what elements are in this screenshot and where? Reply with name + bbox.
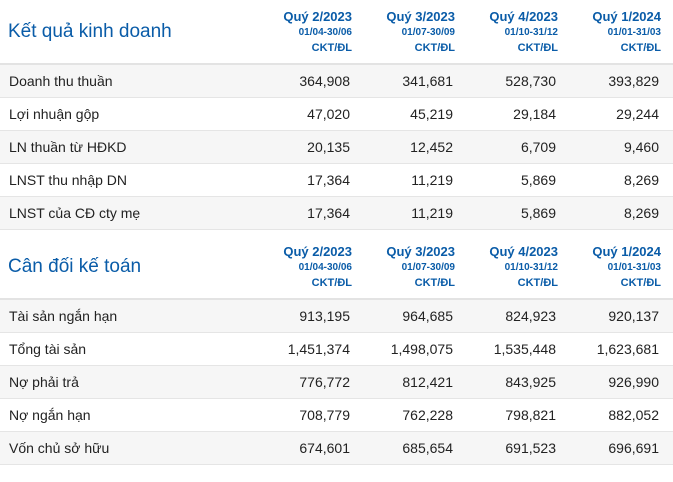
section-title: Cân đối kế toán — [8, 255, 142, 277]
row-value: 12,452 — [410, 139, 453, 155]
section-title: Kết quả kinh doanh — [8, 20, 172, 42]
row-value: 47,020 — [307, 106, 350, 122]
row-value: 691,523 — [505, 440, 556, 456]
row-value: 6,709 — [520, 139, 556, 155]
date-range: 01/07-30/09 — [401, 261, 455, 273]
row-value: 762,228 — [402, 407, 453, 423]
table-row: LN thuần từ HĐKD 20,135 12,452 6,709 9,4… — [0, 131, 673, 164]
row-value: 341,681 — [402, 73, 453, 89]
row-value: 685,654 — [402, 440, 453, 456]
row-value: 1,535,448 — [493, 341, 556, 357]
column-header-q3-2023: Quý 3/2023 01/07-30/09 CKT/ĐL — [356, 235, 459, 298]
date-range: 01/04-30/06 — [298, 26, 352, 38]
row-value: 1,498,075 — [390, 341, 453, 357]
audit-status: CKT/ĐL — [311, 276, 352, 289]
quarter-label[interactable]: Quý 2/2023 — [283, 8, 352, 24]
row-label: Vốn chủ sở hữu — [9, 440, 110, 456]
row-value: 1,451,374 — [287, 341, 350, 357]
row-value: 674,601 — [299, 440, 350, 456]
row-value: 9,460 — [623, 139, 659, 155]
column-header-q4-2023: Quý 4/2023 01/10-31/12 CKT/ĐL — [459, 0, 562, 63]
row-value: 45,219 — [410, 106, 453, 122]
audit-status: CKT/ĐL — [414, 41, 455, 54]
column-header-q1-2024: Quý 1/2024 01/01-31/03 CKT/ĐL — [562, 0, 665, 63]
table-row: Vốn chủ sở hữu 674,601 685,654 691,523 6… — [0, 432, 673, 465]
date-range: 01/04-30/06 — [298, 261, 352, 273]
audit-status: CKT/ĐL — [311, 41, 352, 54]
column-header-q2-2023: Quý 2/2023 01/04-30/06 CKT/ĐL — [253, 0, 356, 63]
audit-status: CKT/ĐL — [414, 276, 455, 289]
table-row: Tổng tài sản 1,451,374 1,498,075 1,535,4… — [0, 333, 673, 366]
row-value: 364,908 — [299, 73, 350, 89]
row-value: 812,421 — [402, 374, 453, 390]
row-value: 926,990 — [608, 374, 659, 390]
column-header-q2-2023: Quý 2/2023 01/04-30/06 CKT/ĐL — [253, 235, 356, 298]
row-value: 696,691 — [608, 440, 659, 456]
business-results-section: Kết quả kinh doanh Quý 2/2023 01/04-30/0… — [0, 0, 673, 230]
table-row: LNST của CĐ cty mẹ 17,364 11,219 5,869 8… — [0, 197, 673, 230]
balance-sheet-section: Cân đối kế toán Quý 2/2023 01/04-30/06 C… — [0, 235, 673, 465]
audit-status: CKT/ĐL — [517, 276, 558, 289]
row-value: 528,730 — [505, 73, 556, 89]
quarter-label[interactable]: Quý 3/2023 — [386, 243, 455, 259]
audit-status: CKT/ĐL — [620, 276, 661, 289]
row-label: Nợ phải trả — [9, 374, 79, 390]
date-range: 01/10-31/12 — [504, 26, 558, 38]
row-label: LNST thu nhập DN — [9, 172, 128, 188]
row-value: 5,869 — [520, 205, 556, 221]
row-value: 776,772 — [299, 374, 350, 390]
row-label: Doanh thu thuần — [9, 73, 113, 89]
quarter-label[interactable]: Quý 1/2024 — [592, 243, 661, 259]
quarter-label[interactable]: Quý 2/2023 — [283, 243, 352, 259]
table-row: Lợi nhuận gộp 47,020 45,219 29,184 29,24… — [0, 98, 673, 131]
audit-status: CKT/ĐL — [620, 41, 661, 54]
row-value: 8,269 — [623, 205, 659, 221]
row-value: 798,821 — [505, 407, 556, 423]
balance-sheet-header: Cân đối kế toán Quý 2/2023 01/04-30/06 C… — [0, 235, 673, 300]
date-range: 01/01-31/03 — [607, 261, 661, 273]
row-value: 17,364 — [307, 172, 350, 188]
row-value: 17,364 — [307, 205, 350, 221]
row-value: 882,052 — [608, 407, 659, 423]
row-value: 29,244 — [616, 106, 659, 122]
row-value: 843,925 — [505, 374, 556, 390]
quarter-label[interactable]: Quý 4/2023 — [489, 243, 558, 259]
table-row: LNST thu nhập DN 17,364 11,219 5,869 8,2… — [0, 164, 673, 197]
business-results-header: Kết quả kinh doanh Quý 2/2023 01/04-30/0… — [0, 0, 673, 65]
row-value: 920,137 — [608, 308, 659, 324]
row-value: 393,829 — [608, 73, 659, 89]
row-value: 964,685 — [402, 308, 453, 324]
row-label: Tài sản ngắn hạn — [9, 308, 118, 324]
row-label: LNST của CĐ cty mẹ — [9, 205, 141, 221]
row-value: 1,623,681 — [596, 341, 659, 357]
table-row: Doanh thu thuần 364,908 341,681 528,730 … — [0, 65, 673, 98]
date-range: 01/01-31/03 — [607, 26, 661, 38]
row-label: Lợi nhuận gộp — [9, 106, 100, 122]
row-label: Nợ ngắn hạn — [9, 407, 91, 423]
date-range: 01/07-30/09 — [401, 26, 455, 38]
table-row: Nợ ngắn hạn 708,779 762,228 798,821 882,… — [0, 399, 673, 432]
quarter-label[interactable]: Quý 4/2023 — [489, 8, 558, 24]
row-value: 824,923 — [505, 308, 556, 324]
column-header-q4-2023: Quý 4/2023 01/10-31/12 CKT/ĐL — [459, 235, 562, 298]
column-header-q3-2023: Quý 3/2023 01/07-30/09 CKT/ĐL — [356, 0, 459, 63]
row-value: 8,269 — [623, 172, 659, 188]
row-value: 913,195 — [299, 308, 350, 324]
quarter-label[interactable]: Quý 3/2023 — [386, 8, 455, 24]
audit-status: CKT/ĐL — [517, 41, 558, 54]
row-value: 20,135 — [307, 139, 350, 155]
date-range: 01/10-31/12 — [504, 261, 558, 273]
quarter-label[interactable]: Quý 1/2024 — [592, 8, 661, 24]
row-label: LN thuần từ HĐKD — [9, 139, 127, 155]
row-value: 11,219 — [411, 172, 453, 188]
row-value: 29,184 — [513, 106, 556, 122]
column-header-q1-2024: Quý 1/2024 01/01-31/03 CKT/ĐL — [562, 235, 665, 298]
row-value: 708,779 — [299, 407, 350, 423]
row-value: 11,219 — [411, 205, 453, 221]
row-value: 5,869 — [520, 172, 556, 188]
row-label: Tổng tài sản — [9, 341, 87, 357]
table-row: Tài sản ngắn hạn 913,195 964,685 824,923… — [0, 300, 673, 333]
table-row: Nợ phải trả 776,772 812,421 843,925 926,… — [0, 366, 673, 399]
